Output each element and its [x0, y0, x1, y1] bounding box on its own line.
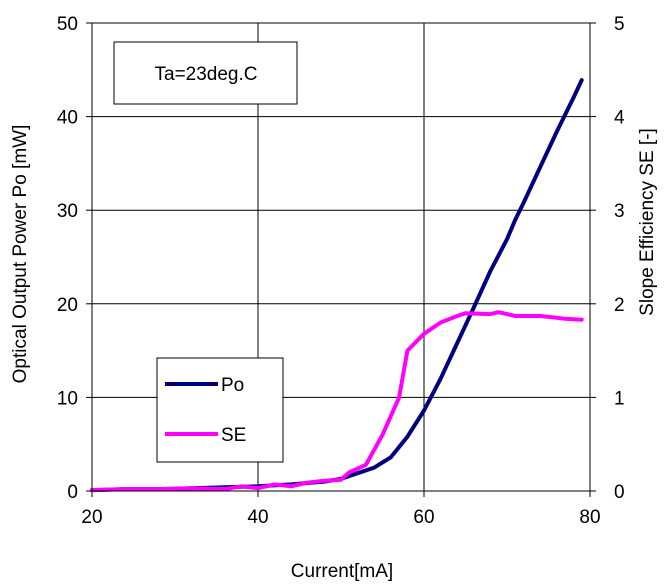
y-right-tick-label: 4 — [614, 108, 625, 129]
annotation-frame — [113, 41, 298, 105]
x-tick-label: 60 — [413, 507, 434, 528]
axis-ticks — [86, 22, 596, 497]
x-axis-label: Current[mA] — [291, 561, 393, 582]
plot-frame — [91, 22, 591, 492]
series-line-se — [90, 310, 584, 493]
y-left-tick-label: 20 — [57, 295, 78, 316]
series-layer — [90, 78, 584, 493]
y-axis-left-label: Optical Output Power Po [mW] — [10, 125, 31, 384]
y-left-tick-label: 40 — [57, 108, 78, 129]
legend-label-se: SE — [221, 425, 246, 446]
y-left-tick-label: 50 — [57, 14, 78, 35]
x-tick-label: 20 — [81, 507, 102, 528]
annotation-box: Ta=23deg.C — [113, 41, 298, 105]
y-left-tick-label: 30 — [57, 201, 78, 222]
y-right-tick-label: 3 — [614, 201, 625, 222]
x-tick-label: 80 — [579, 507, 600, 528]
y-right-tick-label: 2 — [614, 295, 625, 316]
y-left-tick-label: 0 — [67, 482, 78, 503]
y-axis-right-label: Slope Efficiency SE [-] — [637, 128, 658, 316]
y-left-tick-label: 10 — [57, 388, 78, 409]
x-tick-label: 40 — [247, 507, 268, 528]
legend-frame — [156, 357, 284, 463]
y-right-tick-label: 1 — [614, 388, 625, 409]
tick-labels: 20 40 60 80 0 10 20 30 40 50 0 1 2 3 4 5 — [57, 14, 625, 528]
legend-label-po: Po — [221, 375, 244, 396]
legend: Po SE — [156, 357, 284, 463]
y-right-tick-label: 5 — [614, 14, 625, 35]
y-right-tick-label: 0 — [614, 482, 625, 503]
annotation-text: Ta=23deg.C — [155, 64, 258, 85]
